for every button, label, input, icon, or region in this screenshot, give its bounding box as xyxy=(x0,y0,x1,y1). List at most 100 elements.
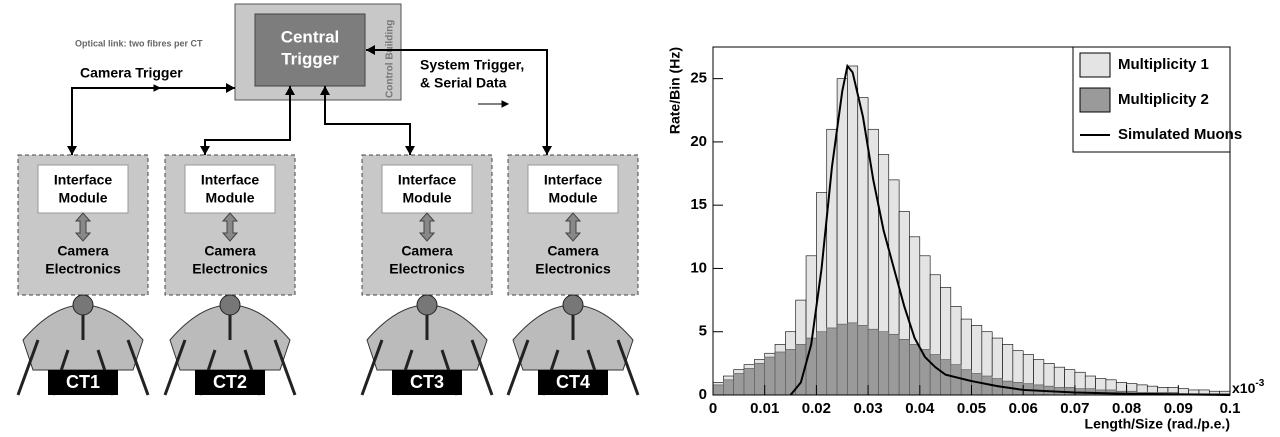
interface-text: Interface xyxy=(54,172,113,188)
telescope xyxy=(16,294,150,396)
x-tick-label: 0.03 xyxy=(853,400,882,417)
camera-head xyxy=(72,294,94,316)
module: Interface Module Camera Electronics CT1 xyxy=(16,154,150,396)
hist-bar xyxy=(878,331,890,396)
y-tick-label: 0 xyxy=(699,386,707,403)
hist-bar xyxy=(909,344,921,396)
legend: Multiplicity 1 Multiplicity 2 Simulated Mu… xyxy=(1072,46,1242,153)
x-tick-label: 0.08 xyxy=(1112,400,1141,417)
hist-bar xyxy=(847,322,859,396)
interface-box xyxy=(527,164,619,214)
x-tick-label: 0.02 xyxy=(802,400,831,417)
histogram-chart: 0 5 10 15 20 25 0 0.01 0.02 0.03 0.04 0.05 0.06 0.07 0… xyxy=(667,46,1265,432)
camera-text: Camera xyxy=(204,243,256,259)
camera-text: Electronics xyxy=(535,261,611,277)
bi-arrow xyxy=(221,212,239,242)
hist-bar xyxy=(774,351,786,396)
ct-label-box xyxy=(48,370,118,395)
telescope xyxy=(506,294,640,396)
module: Interface Module Camera Electronics CT2 xyxy=(163,154,297,396)
camera-text: Electronics xyxy=(45,261,121,277)
legend-label: Simulated Muons xyxy=(1118,126,1242,143)
arrow-head xyxy=(405,146,415,155)
ct-label-box xyxy=(195,370,265,395)
camera-text: Electronics xyxy=(389,261,465,277)
x-tick-label: 0.09 xyxy=(1164,400,1193,417)
hist-bar xyxy=(960,369,972,396)
hist-bar xyxy=(754,363,765,396)
control-building-text: Control Building xyxy=(385,20,396,98)
central-trigger-box xyxy=(254,13,366,87)
camera-text: Camera xyxy=(547,243,599,259)
hist-bar xyxy=(898,339,910,396)
camera-head xyxy=(416,294,438,316)
hist-bar xyxy=(929,354,941,396)
hist-bar xyxy=(888,333,900,396)
interface-text: Interface xyxy=(201,172,260,188)
x-tick-label: 0 xyxy=(709,400,717,417)
arrow-head xyxy=(226,83,235,93)
interface-text: Module xyxy=(206,190,255,206)
telescope xyxy=(360,294,494,396)
x-tick-label: 0.07 xyxy=(1060,400,1089,417)
y-tick-label: 20 xyxy=(690,133,707,150)
camera-trigger-text: Camera Trigger xyxy=(80,65,183,81)
arrow-head xyxy=(200,146,210,155)
links xyxy=(71,49,548,160)
multiplier-base: x10 xyxy=(1232,380,1256,396)
hist-bar xyxy=(785,349,797,396)
ct-label-box xyxy=(538,370,608,395)
hist-bar xyxy=(733,373,745,396)
hist-bar xyxy=(712,384,724,396)
hist-bar xyxy=(971,373,983,396)
y-tick-label: 15 xyxy=(690,196,707,213)
hist-bar xyxy=(940,359,952,396)
hist-bar xyxy=(826,327,838,396)
interface-text: Module xyxy=(549,190,598,206)
system-trigger-text: System Trigger, xyxy=(420,57,524,73)
arrow-head xyxy=(542,146,552,155)
y-tick-label: 5 xyxy=(699,323,707,340)
camera-head xyxy=(219,294,241,316)
camera-text: Camera xyxy=(401,243,453,259)
ct-label: CT1 xyxy=(66,372,100,392)
interface-box xyxy=(381,164,473,214)
x-tick-label: 0.1 xyxy=(1220,400,1241,417)
legend-label: Multiplicity 2 xyxy=(1118,91,1209,108)
hist-bar xyxy=(857,325,869,396)
camera-text: Electronics xyxy=(192,261,268,277)
x-tick-label: 0.01 xyxy=(750,400,779,417)
legend-swatch xyxy=(1079,87,1111,113)
ct-label-box xyxy=(392,370,462,395)
multiplier-exponent: -3 xyxy=(1255,378,1264,389)
hist-bar xyxy=(764,356,776,396)
arrow-head xyxy=(501,100,510,108)
ct-label: CT3 xyxy=(410,372,444,392)
central-trigger-text: Trigger xyxy=(281,49,339,68)
x-tick-label: 0.06 xyxy=(1009,400,1038,417)
optical-link-text: Optical link: two fibres per CT xyxy=(75,38,203,48)
bi-arrow xyxy=(418,212,436,242)
y-tick-label: 25 xyxy=(690,70,707,87)
hist-bar xyxy=(836,323,848,396)
camera-head xyxy=(562,294,584,316)
bi-arrow xyxy=(564,212,582,242)
x-tick-label: 0.05 xyxy=(957,400,986,417)
y-axis-label: Rate/Bin (Hz) xyxy=(667,47,683,134)
interface-text: Module xyxy=(403,190,452,206)
link xyxy=(324,86,411,160)
hist-bar xyxy=(743,368,755,396)
arrow-head xyxy=(285,86,295,95)
muon-curve xyxy=(789,63,1231,396)
x-multiplier: x10-3 xyxy=(1232,378,1265,396)
module: Interface Module Camera Electronics CT3 xyxy=(360,154,494,396)
x-axis-label: Length/Size (rad./p.e.) xyxy=(1085,416,1230,432)
bi-arrow xyxy=(74,212,92,242)
interface-text: Interface xyxy=(398,172,457,188)
ct-label: CT2 xyxy=(213,372,247,392)
x-tick-label: 0.04 xyxy=(905,400,935,417)
interface-box xyxy=(37,164,129,214)
y-tick-label: 10 xyxy=(690,259,707,276)
hist-bar xyxy=(867,328,879,396)
